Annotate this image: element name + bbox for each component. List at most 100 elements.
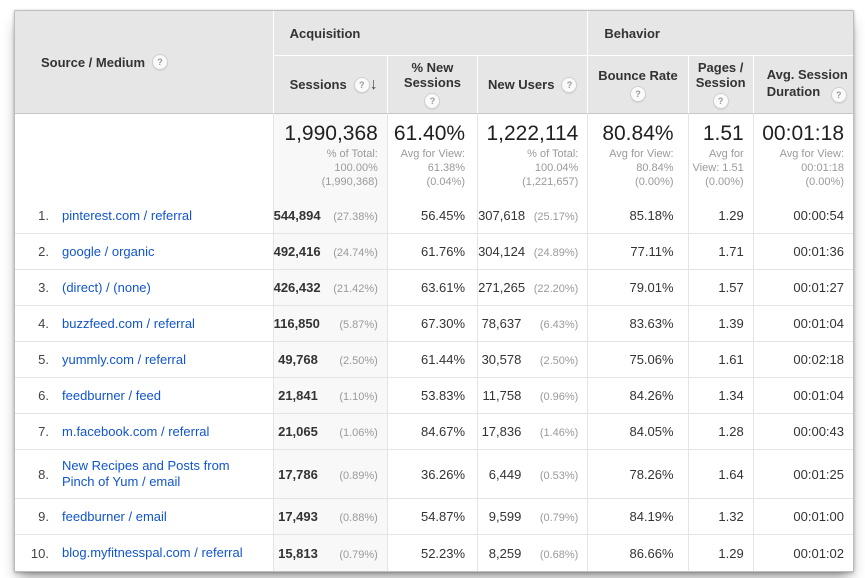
sessions-value: 21,065: [278, 424, 318, 439]
avg-duration-cell: 00:01:27: [753, 270, 853, 306]
help-icon[interactable]: ?: [424, 93, 441, 109]
source-medium-link[interactable]: google / organic: [62, 243, 155, 259]
row-rank: 6.: [38, 388, 49, 403]
column-header-bounce-rate[interactable]: Bounce Rate ?: [588, 56, 689, 114]
sessions-percent: (1.10%): [339, 391, 378, 403]
column-header-new-sessions[interactable]: % New Sessions ?: [387, 56, 479, 114]
sessions-value: 17,786: [278, 466, 318, 482]
column-header-avg-session-duration[interactable]: Avg. Session Duration ?: [753, 56, 853, 114]
totals-empty-cell: [15, 114, 274, 198]
row-rank: 2.: [38, 244, 49, 259]
totals-bounce-rate: 80.84% Avg for View: 80.84% (0.00%): [588, 114, 689, 198]
source-medium-cell: 4. buzzfeed.com / referral: [15, 306, 274, 342]
source-medium-label: Source / Medium: [41, 54, 146, 70]
source-medium-link[interactable]: buzzfeed.com / referral: [62, 315, 195, 331]
sessions-percent: (1.06%): [339, 427, 378, 439]
new-users-value: 304,124: [478, 244, 526, 259]
source-medium-cell: 2. google / organic: [15, 234, 274, 270]
column-header-sessions[interactable]: Sessions ? ↓: [273, 56, 388, 114]
source-medium-link[interactable]: feedburner / feed: [62, 387, 162, 403]
source-medium-cell: 8. New Recipes and Posts from Pinch of Y…: [15, 450, 274, 499]
source-medium-link[interactable]: pinterest.com / referral: [62, 207, 193, 223]
table-row: 6. feedburner / feed 21,841 (1.10%) 53.8…: [15, 378, 853, 414]
pages-session-cell: 1.71: [688, 234, 754, 270]
totals-row: 1,990,368 % of Total: 100.00% (1,990,368…: [15, 114, 853, 198]
source-medium-cell: 9. feedburner / email: [15, 499, 274, 535]
row-rank: 10.: [30, 545, 49, 561]
group-header-behavior: Behavior: [588, 11, 853, 56]
new-users-value: 271,265: [478, 280, 526, 295]
sessions-percent: (0.88%): [339, 512, 378, 524]
new-users-cell: 8,259 (0.68%): [478, 535, 589, 571]
source-medium-link[interactable]: m.facebook.com / referral: [62, 423, 210, 439]
new-users-cell: 307,618 (25.17%): [478, 198, 589, 234]
totals-pages-session: 1.51 Avg for View: 1.51 (0.00%): [688, 114, 754, 198]
source-medium-link[interactable]: (direct) / (none): [62, 279, 151, 295]
table-row: 3. (direct) / (none) 426,432 (21.42%) 63…: [15, 270, 853, 306]
sessions-percent: (5.87%): [339, 319, 378, 331]
help-icon[interactable]: ?: [712, 93, 729, 109]
new-users-cell: 11,758 (0.96%): [478, 378, 589, 414]
bounce-rate-cell: 84.26%: [588, 378, 689, 414]
totals-new-sessions: 61.40% Avg for View: 61.38% (0.04%): [387, 114, 479, 198]
row-rank: 5.: [38, 352, 49, 367]
new-users-cell: 9,599 (0.79%): [478, 499, 589, 535]
new-sessions-cell: 52.23%: [387, 535, 479, 571]
bounce-rate-cell: 86.66%: [588, 535, 689, 571]
table-row: 8. New Recipes and Posts from Pinch of Y…: [15, 450, 853, 499]
source-medium-cell: 5. yummly.com / referral: [15, 342, 274, 378]
source-medium-link[interactable]: New Recipes and Posts from Pinch of Yum …: [62, 458, 230, 489]
new-users-percent: (6.43%): [539, 319, 579, 331]
new-users-percent: (25.17%): [533, 211, 579, 223]
help-icon[interactable]: ?: [152, 54, 169, 70]
source-medium-cell: 7. m.facebook.com / referral: [15, 414, 274, 450]
new-users-cell: 17,836 (1.46%): [478, 414, 589, 450]
table-row: 9. feedburner / email 17,493 (0.88%) 54.…: [15, 499, 853, 535]
avg-duration-cell: 00:01:25: [753, 450, 853, 499]
new-sessions-cell: 56.45%: [387, 198, 479, 234]
sessions-cell: 17,786 (0.89%): [273, 450, 388, 499]
pages-session-cell: 1.61: [688, 342, 754, 378]
help-icon[interactable]: ?: [830, 87, 847, 103]
new-sessions-cell: 67.30%: [387, 306, 479, 342]
new-users-percent: (24.89%): [533, 247, 579, 259]
source-medium-link[interactable]: feedburner / email: [62, 508, 167, 524]
new-users-value: 6,449: [488, 466, 522, 482]
sessions-value: 49,768: [278, 352, 318, 367]
new-users-percent: (1.46%): [539, 427, 579, 439]
sort-descending-icon[interactable]: ↓: [369, 75, 378, 93]
help-icon[interactable]: ?: [353, 76, 370, 93]
group-header-acquisition: Acquisition: [273, 11, 589, 56]
pages-session-cell: 1.29: [688, 198, 754, 234]
sessions-value: 15,813: [278, 545, 318, 561]
new-users-value: 11,758: [482, 388, 522, 403]
source-medium-cell: 1. pinterest.com / referral: [15, 198, 274, 234]
new-sessions-cell: 61.76%: [387, 234, 479, 270]
sessions-percent: (0.79%): [339, 548, 378, 561]
new-users-cell: 78,637 (6.43%): [478, 306, 589, 342]
new-users-percent: (22.20%): [533, 283, 579, 295]
new-sessions-cell: 36.26%: [387, 450, 479, 499]
new-users-cell: 271,265 (22.20%): [478, 270, 589, 306]
avg-duration-cell: 00:01:04: [753, 378, 853, 414]
sessions-value: 116,850: [273, 316, 320, 331]
help-icon[interactable]: ?: [629, 85, 646, 102]
sessions-value: 544,894: [273, 208, 321, 223]
bounce-rate-cell: 84.19%: [588, 499, 689, 535]
new-sessions-cell: 54.87%: [387, 499, 479, 535]
row-rank: 1.: [38, 208, 49, 223]
source-medium-link[interactable]: yummly.com / referral: [62, 351, 186, 367]
column-header-new-users[interactable]: New Users ?: [478, 56, 589, 114]
row-rank: 8.: [38, 466, 49, 482]
column-header-pages-session[interactable]: Pages / Session ?: [688, 56, 754, 114]
help-icon[interactable]: ?: [561, 76, 578, 93]
table-row: 4. buzzfeed.com / referral 116,850 (5.87…: [15, 306, 853, 342]
row-rank: 3.: [38, 280, 49, 295]
column-header-source-medium[interactable]: Source / Medium ?: [15, 11, 274, 114]
sessions-cell: 15,813 (0.79%): [273, 535, 388, 571]
sessions-cell: 426,432 (21.42%): [273, 270, 388, 306]
pages-session-cell: 1.32: [688, 499, 754, 535]
source-medium-link[interactable]: blog.myfitnesspal.com / referral: [62, 545, 243, 560]
sessions-cell: 544,894 (27.38%): [273, 198, 388, 234]
sessions-value: 492,416: [273, 244, 321, 259]
